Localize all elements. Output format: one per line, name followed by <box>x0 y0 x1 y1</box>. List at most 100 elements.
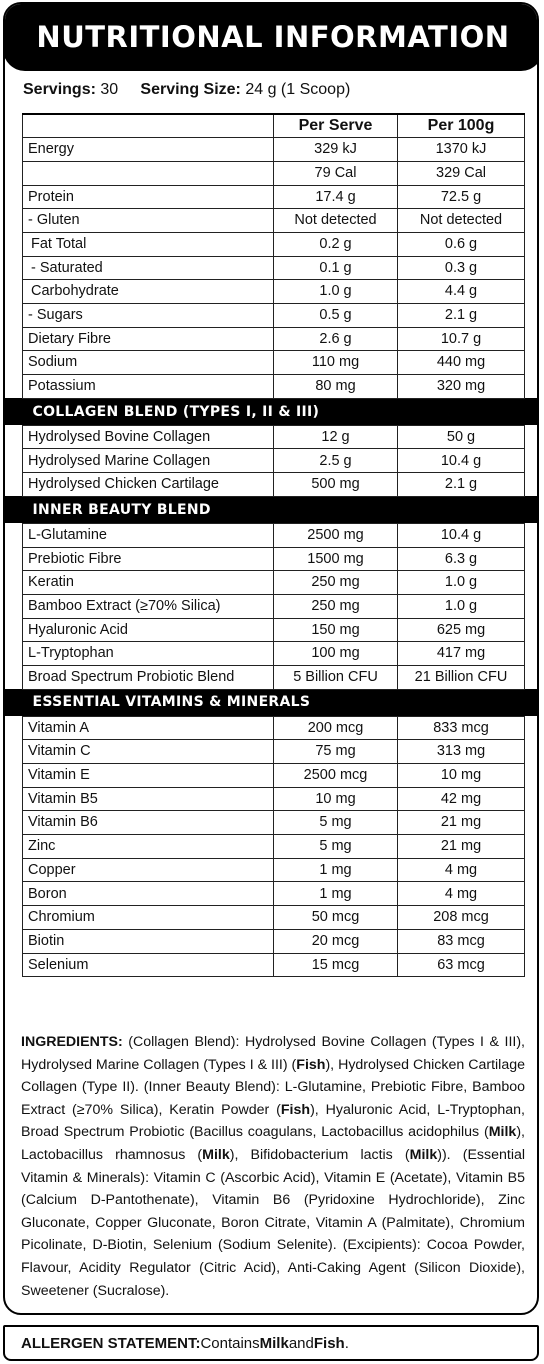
row-per-100g: 21 Billion CFU <box>397 664 525 690</box>
row-per-serve: 0.2 g <box>273 231 398 257</box>
row-per-serve: 10 mg <box>273 786 398 812</box>
table-row: Hydrolysed Marine Collagen 2.5 g 10.4 g <box>22 448 525 474</box>
vitamins-section-header-cell: ESSENTIAL VITAMINS & MINERALS <box>22 689 525 717</box>
table-row: Copper 1 mg 4 mg <box>22 857 525 883</box>
ingredients-part: ), Lactobacillus rhamnosus ( <box>21 1124 525 1163</box>
row-per-100g: 320 mg <box>397 374 525 399</box>
row-per-serve: 250 mg <box>273 593 398 619</box>
header-blank <box>22 113 274 139</box>
table-row: Vitamin B6 5 mg 21 mg <box>22 810 525 836</box>
table-row: 79 Cal 329 Cal <box>22 160 525 186</box>
row-name: Protein <box>22 184 274 210</box>
header-per-serve: Per Serve <box>273 113 398 139</box>
table-row: Potassium 80 mg 320 mg <box>22 374 525 399</box>
servings-line: Servings: 30 Serving Size: 24 g (1 Scoop… <box>23 81 350 99</box>
table-row: - Saturated 0.1 g 0.3 g <box>22 255 525 281</box>
allergen-fish: Fish <box>296 1056 326 1073</box>
row-per-100g: 1.0 g <box>397 593 525 619</box>
row-per-serve: 1500 mg <box>273 546 398 572</box>
collagen-section-header-cell: COLLAGEN BLEND (TYPES I, II & III) <box>22 398 525 426</box>
row-per-100g: 10.7 g <box>397 326 525 352</box>
row-per-serve: 100 mg <box>273 641 398 666</box>
row-name: L-Tryptophan <box>22 641 274 666</box>
row-name: Chromium <box>22 905 274 930</box>
row-per-100g: 83 mcg <box>397 928 525 954</box>
ingredients-part: (Collagen Blend): Hydrolysed Bovine Coll… <box>21 1034 525 1073</box>
row-per-100g: 0.6 g <box>397 231 525 257</box>
row-name: Biotin <box>22 928 274 954</box>
row-per-100g: 0.3 g <box>397 255 525 281</box>
row-per-serve: 5 mg <box>273 810 398 836</box>
row-per-serve: 75 mg <box>273 739 398 764</box>
table-row: Vitamin A 200 mcg 833 mcg <box>22 715 525 741</box>
table-row: Bamboo Extract (≥70% Silica) 250 mg 1.0 g <box>22 593 525 619</box>
table-row: Chromium 50 mcg 208 mcg <box>22 905 525 930</box>
row-per-serve: 15 mcg <box>273 952 398 978</box>
row-per-100g: 2.1 g <box>397 472 525 497</box>
row-per-serve: 110 mg <box>273 350 398 376</box>
panel-title: NUTRITIONAL INFORMATION <box>5 4 537 71</box>
beauty-section-header-label: INNER BEAUTY BLEND <box>32 501 211 518</box>
table-row: - Sugars 0.5 g 2.1 g <box>22 303 525 328</box>
row-per-100g: 208 mcg <box>397 905 525 930</box>
table-row: Protein 17.4 g 72.5 g <box>22 184 525 210</box>
row-per-100g: 10 mg <box>397 763 525 788</box>
row-name: Keratin <box>22 570 274 595</box>
row-per-serve: 2500 mcg <box>273 763 398 788</box>
vitamins-section-header: ESSENTIAL VITAMINS & MINERALS <box>22 689 525 717</box>
allergen-milk: Milk <box>202 1146 230 1163</box>
row-per-serve: 1 mg <box>273 857 398 883</box>
row-per-100g: 63 mcg <box>397 952 525 978</box>
table-row: Dietary Fibre 2.6 g 10.7 g <box>22 326 525 352</box>
ingredients-label: INGREDIENTS: <box>21 1034 123 1050</box>
row-per-100g: 313 mg <box>397 739 525 764</box>
row-name: Fat Total <box>22 231 274 257</box>
row-name: Boron <box>22 881 274 907</box>
row-name: Bamboo Extract (≥70% Silica) <box>22 593 274 619</box>
row-per-serve: 500 mg <box>273 472 398 497</box>
allergen-part: . <box>344 1334 349 1352</box>
row-per-100g: 329 Cal <box>397 160 525 186</box>
row-name: Hydrolysed Bovine Collagen <box>22 424 274 450</box>
row-name: Vitamin A <box>22 715 274 741</box>
servings-value: 30 <box>100 81 119 98</box>
table-row: L-Glutamine 2500 mg 10.4 g <box>22 522 525 548</box>
collagen-section-header: COLLAGEN BLEND (TYPES I, II & III) <box>22 398 525 426</box>
row-name: Vitamin B5 <box>22 786 274 812</box>
row-per-serve: 50 mcg <box>273 905 398 930</box>
allergen-part: and <box>288 1334 314 1352</box>
ingredients-part: ), Hyaluronic Acid, L-Tryptophan, Broad … <box>21 1101 525 1141</box>
row-per-serve: 5 Billion CFU <box>273 664 398 690</box>
row-name: - Sugars <box>22 303 274 328</box>
row-name: Vitamin E <box>22 763 274 788</box>
allergen-milk: Milk <box>259 1334 289 1352</box>
row-name: Dietary Fibre <box>22 326 274 352</box>
row-per-100g: 6.3 g <box>397 546 525 572</box>
row-name: Hydrolysed Chicken Cartilage <box>22 472 274 497</box>
table-row: Keratin 250 mg 1.0 g <box>22 570 525 595</box>
row-per-100g: 1.0 g <box>397 570 525 595</box>
row-per-serve: 1.0 g <box>273 279 398 304</box>
beauty-section-header: INNER BEAUTY BLEND <box>22 496 525 524</box>
allergen-milk: Milk <box>488 1124 517 1141</box>
row-per-100g: Not detected <box>397 208 525 233</box>
row-per-serve: 150 mg <box>273 617 398 643</box>
row-per-serve: Not detected <box>273 208 398 233</box>
table-row: Prebiotic Fibre 1500 mg 6.3 g <box>22 546 525 572</box>
row-name: Broad Spectrum Probiotic Blend <box>22 664 274 690</box>
row-per-serve: 329 kJ <box>273 137 398 162</box>
row-name: Hyaluronic Acid <box>22 617 274 643</box>
row-per-100g: 417 mg <box>397 641 525 666</box>
row-per-100g: 72.5 g <box>397 184 525 210</box>
serving-size-label: Serving Size: <box>140 81 241 98</box>
row-name: Copper <box>22 857 274 883</box>
row-name: L-Glutamine <box>22 522 274 548</box>
row-per-100g: 440 mg <box>397 350 525 376</box>
row-per-serve: 2.5 g <box>273 448 398 474</box>
row-name: Carbohydrate <box>22 279 274 304</box>
collagen-section-header-label: COLLAGEN BLEND (TYPES I, II & III) <box>32 403 320 420</box>
ingredients-part: ), Hydrolysed Chicken Cartilage Collagen… <box>21 1056 525 1118</box>
row-per-serve: 79 Cal <box>273 160 398 186</box>
vitamins-section-header-label: ESSENTIAL VITAMINS & MINERALS <box>32 694 311 711</box>
beauty-section-header-cell: INNER BEAUTY BLEND <box>22 496 525 524</box>
